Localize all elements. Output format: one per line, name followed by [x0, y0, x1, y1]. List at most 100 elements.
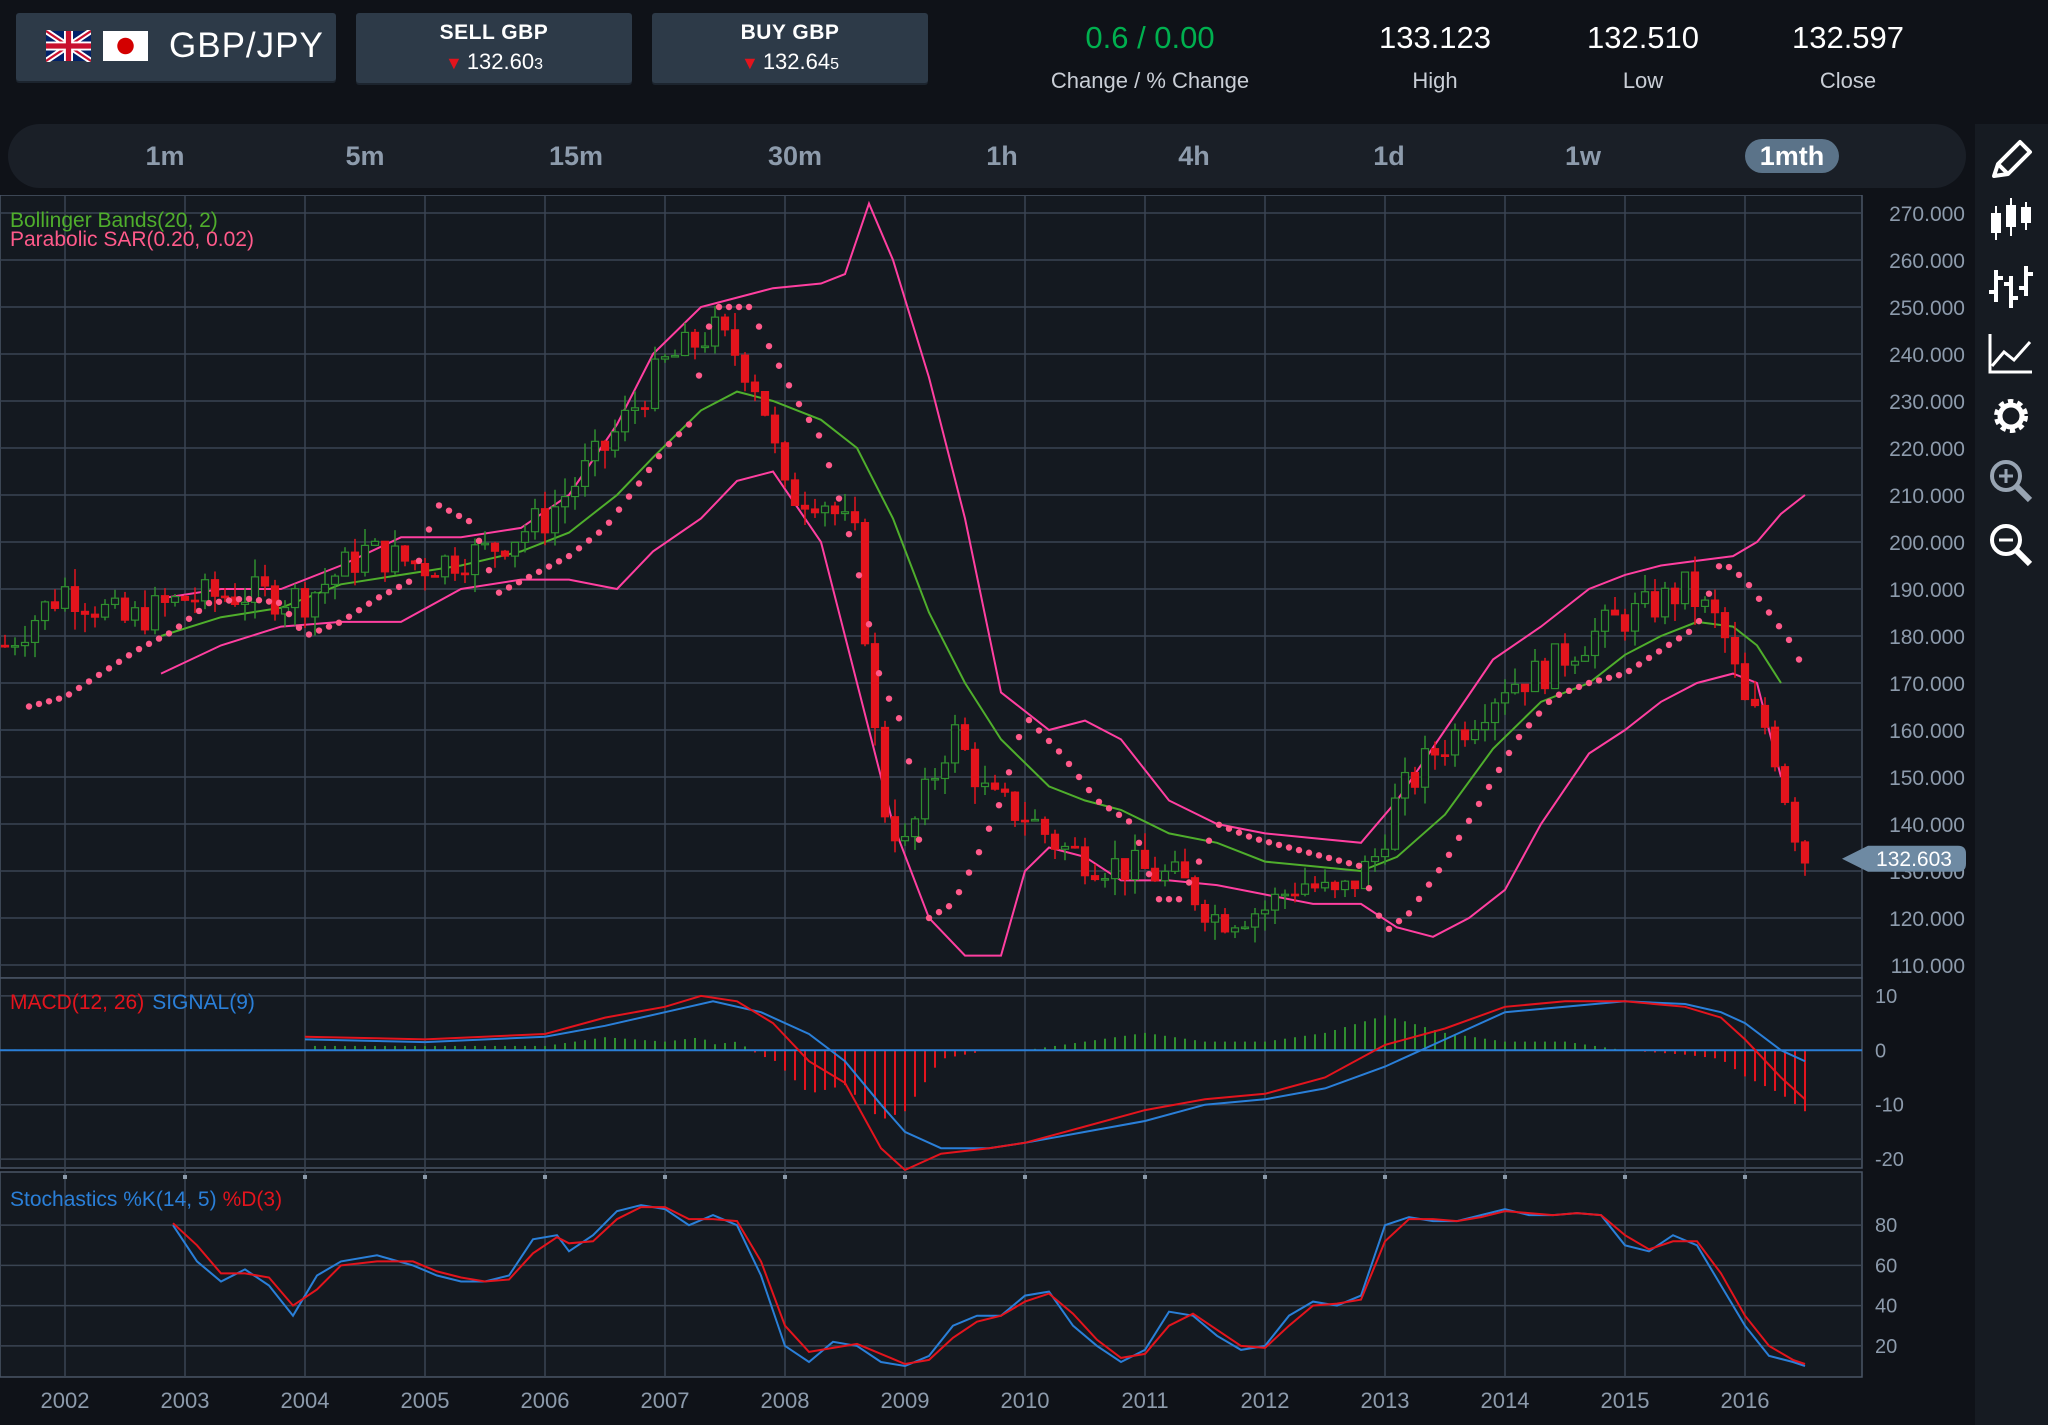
sar-dot	[875, 670, 883, 677]
change-label: Change / % Change	[1050, 68, 1250, 93]
x-tick-label: 2007	[641, 1388, 690, 1413]
x-tick-label: 2015	[1601, 1388, 1650, 1413]
candle-body	[1260, 909, 1270, 915]
sar-dot	[555, 558, 563, 565]
candle-body	[730, 329, 740, 356]
sar-dot	[1515, 733, 1523, 741]
sar-dot	[1695, 617, 1703, 625]
price-tick-label: 140.000	[1889, 814, 1965, 837]
candle-body	[1370, 856, 1380, 863]
year-marker	[903, 1175, 907, 1179]
sar-dot	[1415, 895, 1423, 903]
candle-body	[1710, 599, 1720, 614]
x-tick-label: 2012	[1241, 1388, 1290, 1413]
sar-dot	[1085, 786, 1093, 794]
candle-body	[60, 586, 70, 609]
sar-dot	[575, 545, 583, 552]
sar-label: Parabolic SAR(0.20, 0.02)	[10, 228, 254, 251]
candle-body	[590, 440, 600, 462]
sar-dot	[525, 573, 533, 581]
sar-dot	[1265, 839, 1273, 846]
candle-body	[50, 601, 60, 609]
timeframe-4h[interactable]: 4h	[1178, 141, 1210, 171]
sar-dot	[1665, 641, 1673, 649]
candle-body	[1760, 704, 1770, 728]
sell-price: 132.60	[466, 49, 535, 74]
candle-body	[1740, 663, 1750, 701]
candle-body	[130, 607, 140, 621]
sar-dot	[695, 372, 703, 379]
sar-dot	[1625, 667, 1633, 675]
x-tick-label: 2002	[41, 1388, 90, 1413]
candlestick-icon[interactable]	[1986, 196, 2036, 244]
sar-dot	[265, 598, 273, 605]
candle-body	[750, 381, 760, 393]
sar-dot	[395, 583, 403, 591]
sar-dot	[1725, 563, 1733, 571]
candle-body	[980, 782, 990, 788]
candle-body	[1020, 819, 1030, 823]
sar-dot	[1715, 563, 1723, 570]
zoom-out-icon[interactable]	[1986, 520, 2036, 568]
candle-body	[860, 522, 870, 645]
sar-dot	[1045, 737, 1053, 745]
year-marker	[183, 1175, 187, 1179]
sar-dot	[1685, 628, 1693, 636]
timeframe-5m[interactable]: 5m	[345, 141, 385, 171]
gear-icon[interactable]	[1986, 392, 2036, 440]
timeframe-1d[interactable]: 1d	[1373, 141, 1405, 171]
year-marker	[663, 1175, 667, 1179]
sar-dot	[1125, 818, 1133, 825]
timeframe-1h[interactable]: 1h	[986, 141, 1018, 171]
candle-body	[1640, 591, 1650, 605]
timeframe-30m[interactable]: 30m	[767, 141, 823, 171]
candle-body	[270, 585, 280, 615]
candle-body	[530, 508, 540, 533]
uk-flag-icon	[46, 30, 91, 62]
sar-dot	[1145, 870, 1153, 878]
sar-dot	[1065, 760, 1073, 768]
sar-dot	[1345, 859, 1353, 867]
timeframe-1m[interactable]: 1m	[145, 141, 185, 171]
sar-dot	[145, 640, 153, 648]
sar-dot	[1195, 858, 1203, 865]
candle-body	[70, 586, 80, 613]
sar-dot	[275, 599, 283, 607]
sar-dot	[215, 598, 223, 605]
sar-dot	[225, 597, 233, 604]
candle-body	[810, 508, 820, 514]
line-chart-icon[interactable]	[1986, 330, 2036, 378]
candle-body	[1280, 893, 1290, 897]
timeframe-15m[interactable]: 15m	[548, 141, 604, 171]
candle-body	[1550, 643, 1560, 690]
sar-dot	[1425, 881, 1433, 888]
sar-dot	[1175, 896, 1183, 903]
candle-body	[30, 619, 40, 644]
timeframe-1mth[interactable]: 1mth	[1745, 139, 1839, 173]
sell-button[interactable]: SELL GBP ▼ 132.603	[356, 13, 632, 83]
sar-dot	[815, 432, 823, 439]
sar-dot	[375, 594, 383, 601]
zoom-in-icon[interactable]	[1986, 456, 2036, 504]
timeframe-1w[interactable]: 1w	[1564, 141, 1602, 171]
buy-button[interactable]: BUY GBP ▼ 132.645	[652, 13, 928, 83]
candle-body	[340, 551, 350, 577]
year-marker	[1383, 1175, 1387, 1179]
candle-body	[1580, 654, 1590, 662]
candle-body	[680, 331, 690, 357]
candle-body	[1720, 612, 1730, 639]
candle-body	[1590, 630, 1600, 657]
candle-body	[1110, 858, 1120, 880]
candle-body	[500, 550, 510, 557]
candle-body	[350, 551, 360, 573]
sar-dot	[1315, 852, 1323, 859]
candle-body	[380, 540, 390, 573]
ohlc-bars-icon[interactable]	[1986, 262, 2036, 310]
sar-dot	[595, 529, 603, 536]
price-chart[interactable]: 2002 2003 2004 2005 2006 2007 2008 2009 2010 2011…	[0, 195, 1975, 1425]
instrument-selector[interactable]: GBP/JPY	[16, 13, 336, 81]
sar-dot	[425, 526, 433, 533]
pencil-icon[interactable]	[1986, 136, 2036, 184]
sar-dot	[1485, 783, 1493, 791]
year-marker	[1143, 1175, 1147, 1179]
